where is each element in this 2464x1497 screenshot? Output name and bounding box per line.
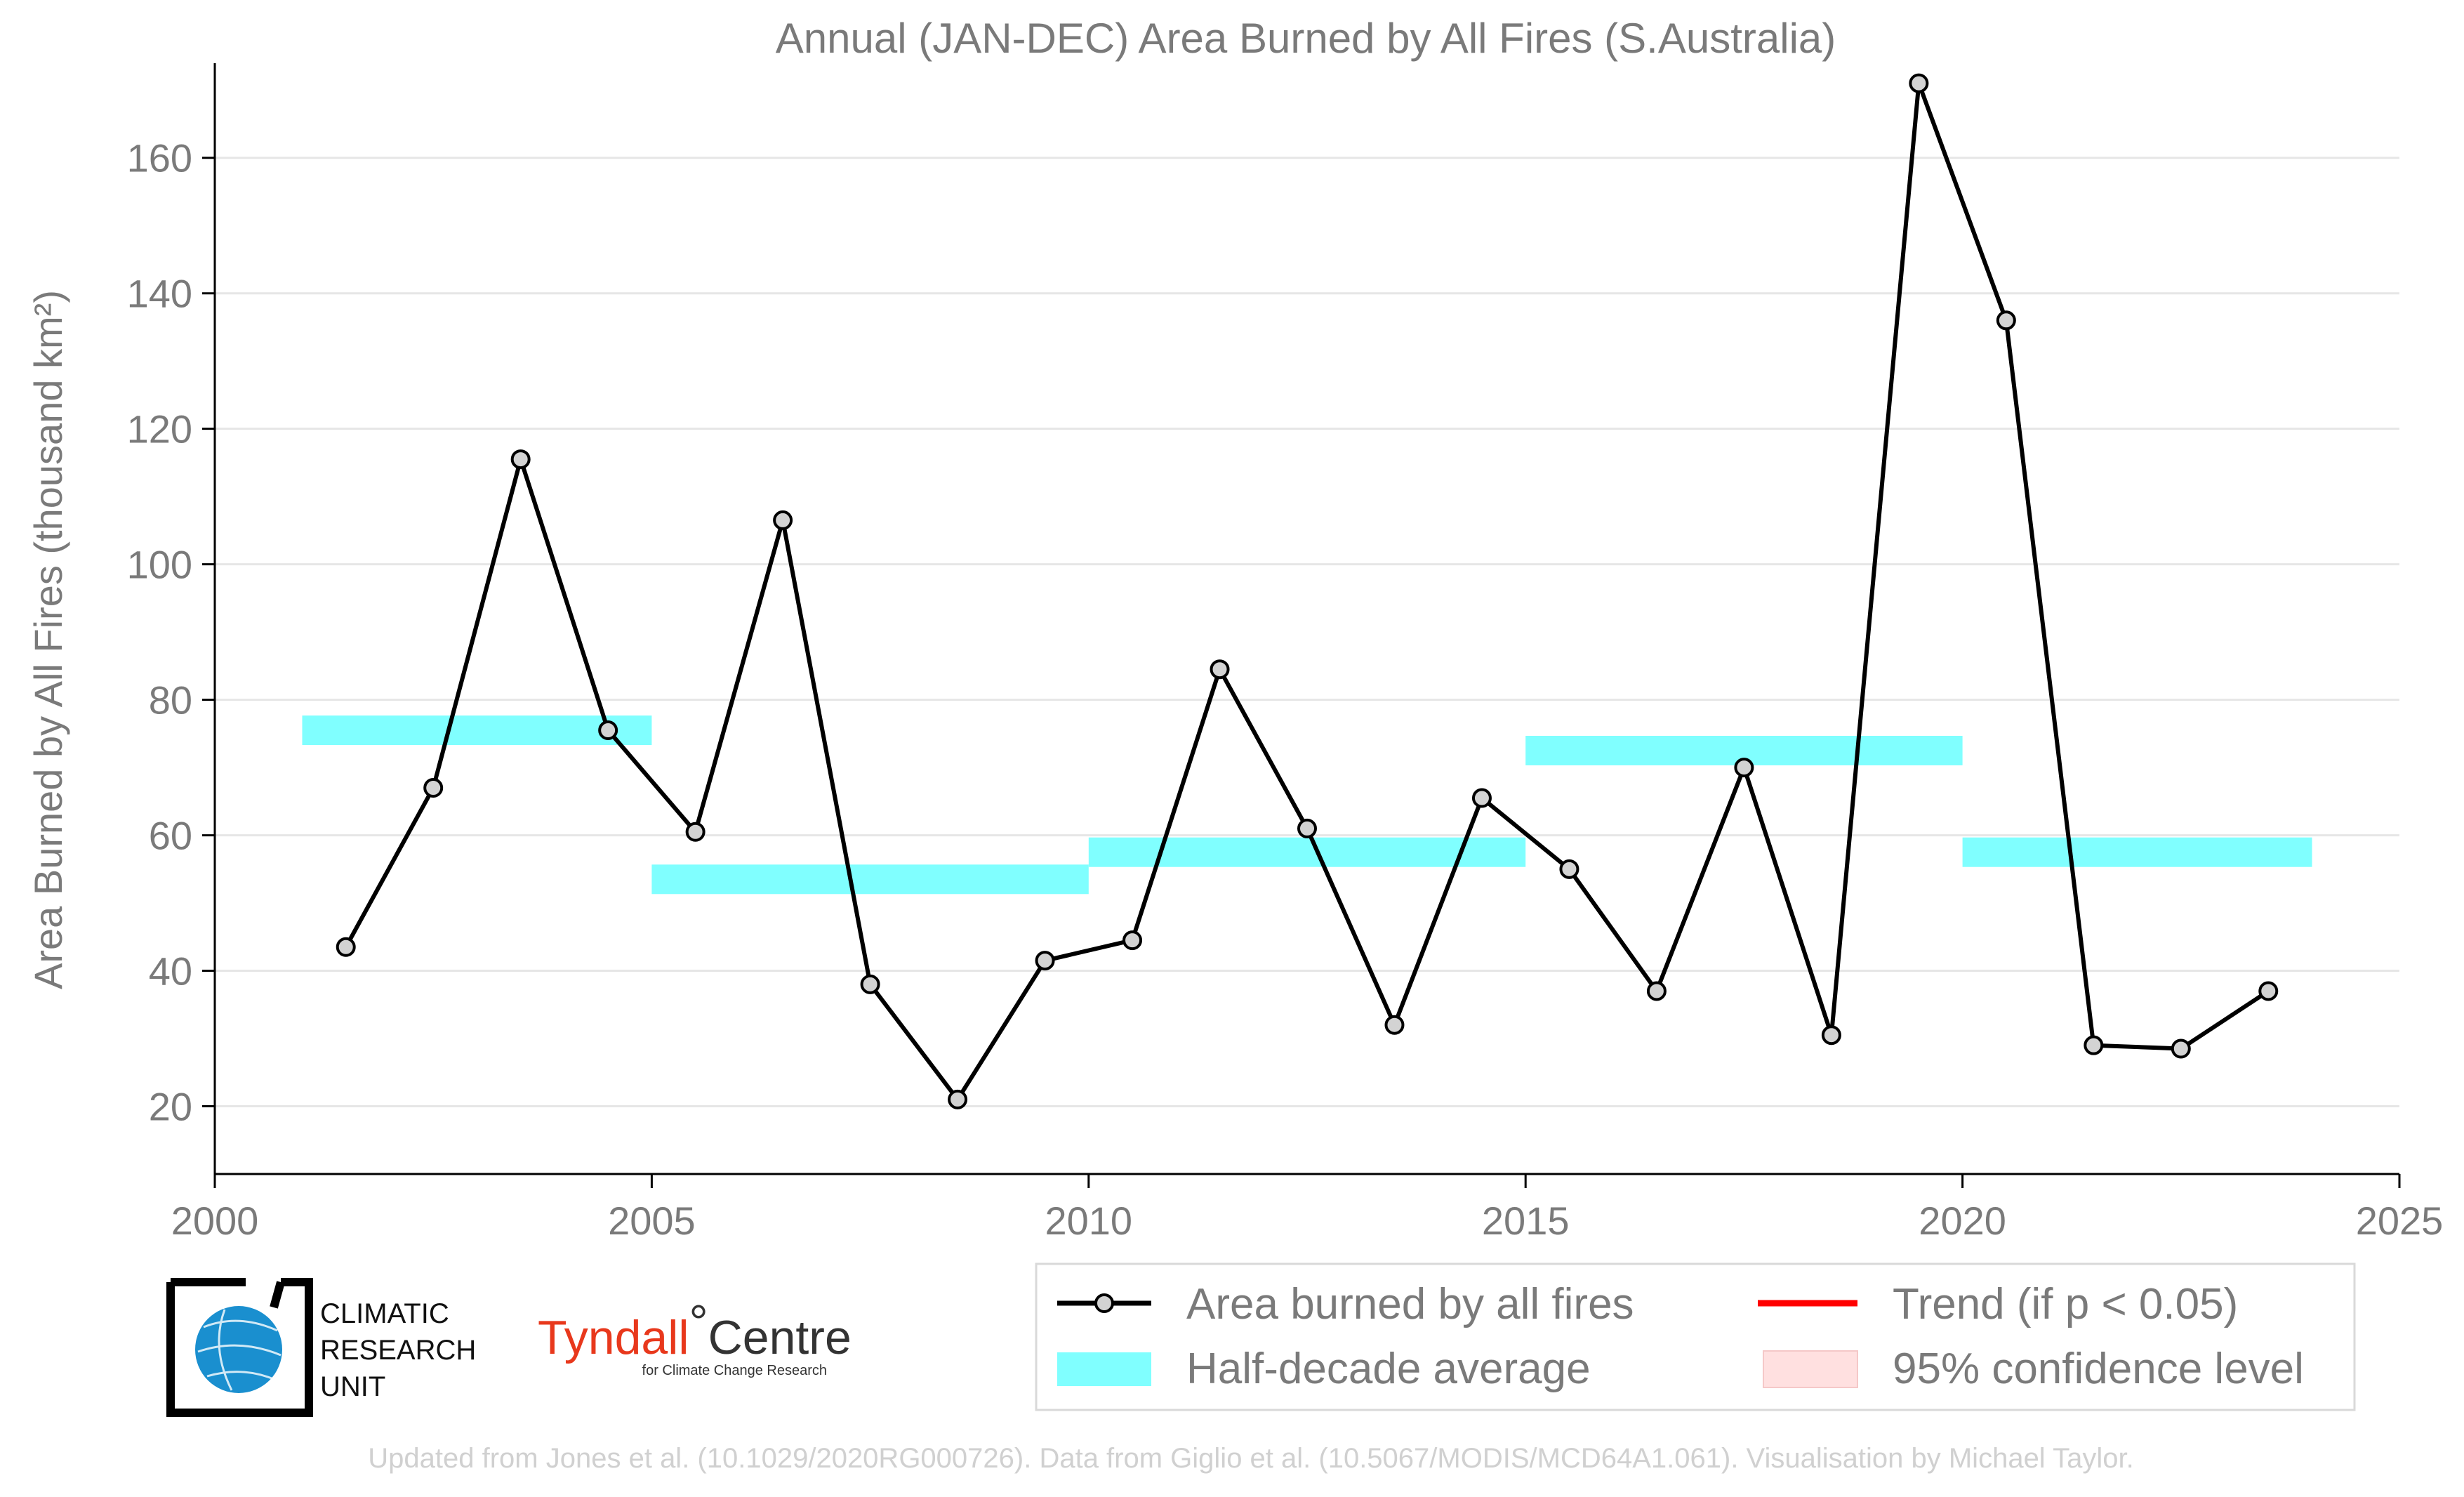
- tyndall-degree: °: [689, 1295, 708, 1349]
- data-point-2011.5: [1210, 659, 1230, 680]
- legend-confidence-swatch: [1763, 1350, 1858, 1388]
- gridlines: [215, 157, 2399, 1108]
- half-decade-band-2: [651, 864, 1089, 895]
- data-point-2020.5: [1996, 310, 2016, 331]
- data-point-2004.5: [598, 720, 618, 741]
- ytick-label-80: 80: [149, 678, 192, 723]
- data-point-2002.5: [423, 778, 444, 798]
- data-point-2018.5: [1821, 1025, 1841, 1046]
- legend-label-trend: Trend (if p < 0.05): [1893, 1280, 2238, 1328]
- cru-logo-line-3: UNIT: [320, 1371, 385, 1402]
- half-decade-band-1: [302, 715, 652, 746]
- tyndall-subtitle: for Climate Change Research: [642, 1363, 827, 1378]
- legend-marker-swatch: [1094, 1293, 1114, 1313]
- y-axis-label: Area Burned by All Fires (thousand km²): [26, 290, 70, 989]
- data-point-2006.5: [773, 510, 793, 530]
- data-point-2003.5: [510, 449, 531, 470]
- data-point-2012.5: [1297, 818, 1317, 838]
- series-line: [344, 81, 2270, 1102]
- ytick-label-20: 20: [149, 1085, 192, 1129]
- data-point-2005.5: [685, 822, 706, 842]
- data-point-2016.5: [1646, 981, 1667, 1001]
- cru-logo: CLIMATIC RESEARCH UNIT: [166, 1278, 476, 1417]
- x-ticks: 2000 2005 2010 2015 2020 2025: [171, 1174, 2444, 1243]
- legend-label-area-burned: Area burned by all fires: [1186, 1280, 1634, 1328]
- xtick-label-2025: 2025: [2356, 1199, 2444, 1243]
- half-decade-band-5: [1962, 837, 2312, 867]
- half-decade-bands: [302, 715, 2312, 895]
- ytick-label-160: 160: [127, 136, 192, 180]
- cru-logo-line-2: RESEARCH: [320, 1335, 476, 1366]
- series-area-burned: [336, 73, 2279, 1109]
- data-point-2010.5: [1122, 930, 1143, 951]
- data-point-2017.5: [1734, 758, 1754, 778]
- tyndall-logo: Tyndall°Centre for Climate Change Resear…: [538, 1295, 852, 1378]
- tyndall-centre: Centre: [708, 1311, 852, 1364]
- footer-credit: Updated from Jones et al. (10.1029/2020R…: [368, 1443, 2133, 1474]
- ytick-label-40: 40: [149, 949, 192, 994]
- y-ticks: 20 40 60 80 100 120 140 160: [127, 136, 215, 1129]
- data-point-2022.5: [2171, 1038, 2191, 1059]
- xtick-label-2020: 2020: [1919, 1199, 2006, 1243]
- globe-icon: [195, 1306, 282, 1393]
- data-point-2021.5: [2084, 1035, 2104, 1055]
- ytick-label-120: 120: [127, 407, 192, 451]
- data-point-2013.5: [1384, 1015, 1405, 1035]
- legend-box: [1035, 1262, 2356, 1411]
- svg-text:Tyndall°Centre: Tyndall°Centre: [538, 1295, 852, 1364]
- legend: Area burned by all fires Trend (if p < 0…: [1035, 1262, 2356, 1411]
- ytick-label-60: 60: [149, 814, 192, 858]
- chart-title: Annual (JAN-DEC) Area Burned by All Fire…: [776, 15, 1836, 62]
- tyndall-name: Tyndall: [538, 1311, 689, 1364]
- data-point-2015.5: [1559, 859, 1579, 879]
- axes: [213, 63, 2399, 1175]
- legend-label-confidence: 95% confidence level: [1893, 1345, 2304, 1393]
- ytick-label-140: 140: [127, 272, 192, 316]
- data-point-2008.5: [948, 1089, 968, 1109]
- data-point-2023.5: [2258, 981, 2279, 1001]
- legend-half-decade-swatch: [1057, 1352, 1151, 1386]
- data-point-2009.5: [1035, 951, 1055, 971]
- xtick-label-2015: 2015: [1482, 1199, 1570, 1243]
- xtick-label-2010: 2010: [1045, 1199, 1133, 1243]
- ytick-label-100: 100: [127, 543, 192, 587]
- data-point-2014.5: [1471, 788, 1492, 808]
- data-point-2019.5: [1909, 73, 1929, 93]
- xtick-label-2005: 2005: [608, 1199, 696, 1243]
- data-point-2001.5: [336, 937, 356, 957]
- data-point-2007.5: [860, 974, 880, 994]
- cru-logo-line-1: CLIMATIC: [320, 1298, 449, 1329]
- xtick-label-2000: 2000: [171, 1199, 259, 1243]
- legend-label-half-decade: Half-decade average: [1186, 1345, 1591, 1393]
